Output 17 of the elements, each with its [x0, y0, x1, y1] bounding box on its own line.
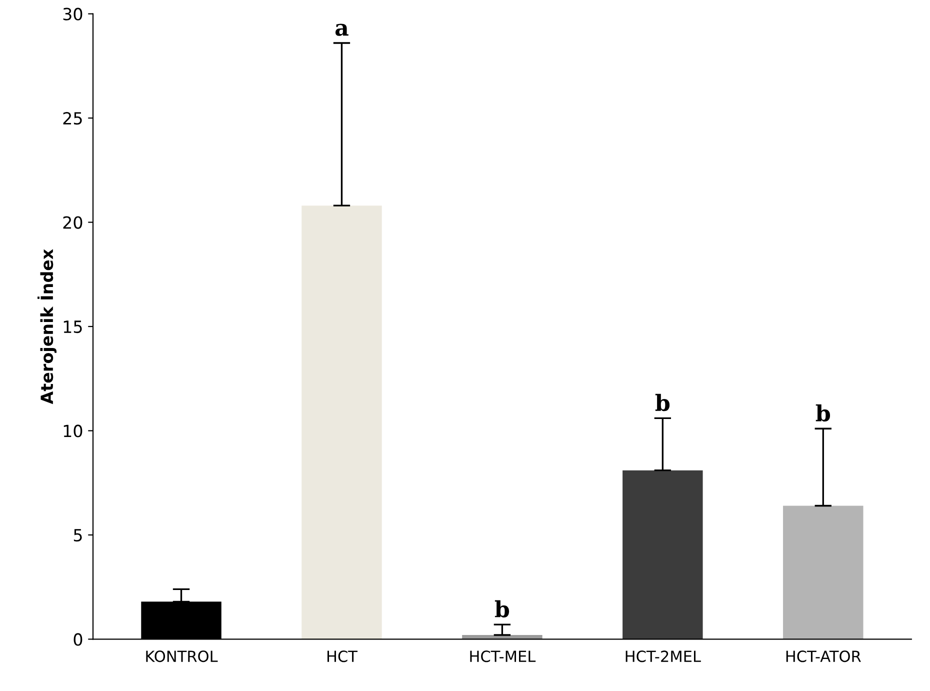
x-tick-label: HCT-2MEL	[626, 650, 701, 662]
annotation: b	[655, 394, 670, 412]
y-tick-label: 15	[64, 320, 82, 334]
y-tick-label: 10	[64, 424, 82, 438]
x-tick-label: KONTROL	[146, 650, 218, 662]
x-tick-label: HCT-ATOR	[786, 650, 861, 662]
annotation: b	[816, 404, 830, 422]
y-tick-label: 0	[74, 633, 82, 646]
y-tick-label: 5	[74, 529, 82, 542]
annotation: a	[335, 24, 348, 36]
y-tick-label: 25	[63, 112, 82, 125]
y-tick-label: 20	[63, 216, 82, 229]
y-axis-title: Aterojenik İndex	[38, 249, 57, 404]
x-tick-label: HCT-MEL	[470, 650, 536, 662]
y-tick-label: 30	[63, 8, 82, 20]
x-tick-label: HCT	[327, 650, 358, 662]
annotation: b	[494, 600, 510, 618]
